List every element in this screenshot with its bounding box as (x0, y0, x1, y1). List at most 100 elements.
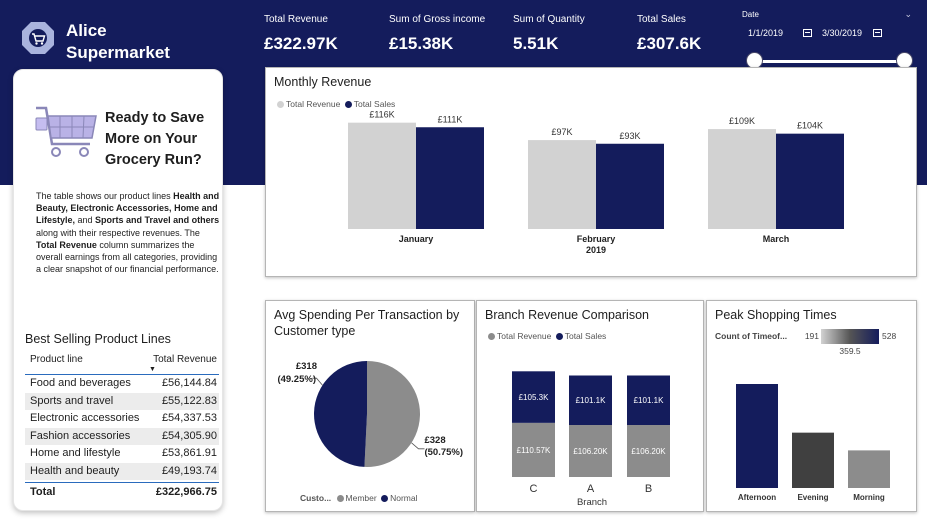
start-date-input[interactable]: 1/1/2019 (748, 28, 784, 38)
bar-total-sales[interactable] (596, 143, 664, 229)
table-body: Food and beverages £56,144.84 Sports and t… (25, 375, 219, 480)
legend-item[interactable]: Total Revenue (286, 99, 341, 109)
revenue-cell: £49,193.74 (161, 464, 217, 477)
category-label: Morning (853, 493, 885, 502)
brand-name: Alice Supermarket (66, 20, 170, 64)
sort-desc-icon: ▼ (149, 366, 156, 373)
table-row[interactable]: Home and lifestyle £53,861.91 (25, 445, 219, 463)
legend-item[interactable]: Total Sales (564, 331, 607, 341)
pie-slice-normal[interactable] (314, 361, 367, 467)
legend-item[interactable]: Member (345, 493, 377, 503)
bar-total-revenue[interactable] (708, 129, 776, 229)
data-label: £93K (619, 131, 640, 141)
legend-dot-icon (277, 101, 284, 108)
pie-slice-member[interactable] (364, 361, 421, 467)
info-card: Ready to Save More on Your Grocery Run? … (13, 69, 223, 511)
data-label: £105.3K (519, 393, 549, 402)
table-row[interactable]: Fashion accessories £54,305.90 (25, 427, 219, 445)
legend-dot-icon (381, 495, 389, 502)
promo-text-part: and (75, 215, 96, 226)
table-header: Product line ▼ Total Revenue (25, 351, 219, 375)
bar-segment-total-sales[interactable] (627, 375, 670, 425)
bar-total-sales[interactable] (416, 127, 484, 229)
leader-line (411, 442, 425, 450)
data-label: £109K (729, 116, 755, 126)
peak-shopping-panel: Peak Shopping Times Count of Timeof... 19… (706, 300, 917, 512)
column-header-product-line[interactable]: Product line (30, 354, 83, 365)
legend-title: Custo... (300, 493, 332, 503)
data-label: £101.1K (634, 396, 664, 405)
chevron-down-icon[interactable]: ⌄ (904, 9, 912, 19)
revenue-cell: £56,144.84 (161, 377, 217, 389)
table-row[interactable]: Sports and travel £55,122.83 (25, 392, 219, 410)
product-line-cell: Health and beauty (30, 464, 120, 477)
slice-percent: (50.75%) (424, 447, 463, 458)
legend-item[interactable]: Total Revenue (497, 331, 552, 341)
legend-dot-icon (555, 333, 563, 340)
slice-percent: (49.25%) (277, 374, 316, 385)
legend-dot-icon (336, 495, 344, 502)
avg-spending-pie-chart: £328(50.75%) £318 (49.25%) (277, 361, 463, 467)
calendar-icon[interactable] (873, 29, 882, 37)
slice-label: £318 (296, 361, 317, 372)
calendar-icon[interactable] (803, 29, 812, 37)
date-slider-track[interactable] (754, 60, 904, 63)
bar-segment-total-sales[interactable] (512, 371, 555, 423)
bar-total-revenue[interactable] (528, 140, 596, 229)
kpi-label: Sum of Quantity (513, 14, 585, 25)
branch-revenue-panel: Branch Revenue Comparison Total Revenue … (476, 300, 704, 512)
revenue-cell: £54,337.53 (161, 412, 217, 424)
kpi-gross-income: Sum of Gross income £15.38K (389, 14, 485, 54)
data-label: £104K (797, 121, 823, 131)
category-label: March (763, 234, 790, 244)
promo-text-part: The table shows our product lines (36, 191, 174, 201)
product-line-cell: Electronic accessories (30, 412, 140, 424)
table-row[interactable]: Electronic accessories £54,337.53 (25, 410, 219, 428)
bar-total-sales[interactable] (776, 133, 844, 229)
bar-evening[interactable] (792, 432, 834, 488)
chart-legend: Custo... Member Normal (300, 493, 418, 503)
bar-afternoon[interactable] (736, 384, 778, 488)
bar-total-revenue[interactable] (348, 122, 416, 229)
color-scale-bar (821, 329, 879, 344)
promo-text-part: column summarizes the overall earnings f… (36, 239, 219, 275)
legend-item[interactable]: Total Sales (353, 99, 396, 109)
kpi-total-sales: Total Sales £307.6K (637, 14, 701, 54)
kpi-value: 5.51K (513, 34, 559, 53)
table-row[interactable]: Food and beverages £56,144.84 (25, 375, 219, 393)
kpi-label: Sum of Gross income (389, 14, 486, 25)
shopping-cart-icon (35, 106, 97, 157)
bar-segment-total-revenue[interactable] (512, 422, 555, 477)
revenue-cell: £55,122.83 (161, 394, 217, 407)
category-sublabel: 2019 (586, 245, 606, 255)
total-label: Total (30, 486, 56, 498)
product-line-cell: Sports and travel (30, 394, 114, 407)
column-header-total-revenue[interactable]: Total Revenue (153, 354, 217, 365)
category-label: A (587, 483, 595, 495)
end-date-input[interactable]: 3/30/2019 (822, 28, 863, 38)
chart-legend: Total Revenue Total Sales (488, 331, 606, 341)
table-total-row: Total £322,966.75 (25, 482, 219, 500)
promo-text-part: Total Revenue (36, 239, 97, 250)
product-table-title: Best Selling Product Lines (25, 332, 171, 346)
revenue-cell: £54,305.90 (161, 429, 217, 442)
axis-title: Branch (577, 497, 607, 508)
product-line-cell: Fashion accessories (30, 429, 131, 442)
bar-morning[interactable] (848, 450, 890, 488)
legend-title: Count of Timeof... (715, 331, 787, 341)
legend-dot-icon (488, 333, 495, 340)
supermarket-logo-icon (22, 22, 54, 54)
brand-name-line1: Alice (66, 21, 107, 40)
data-label: £116K (369, 110, 394, 120)
bar-segment-total-revenue[interactable] (569, 425, 612, 477)
monthly-revenue-panel: Monthly Revenue Total Revenue Total Sale… (265, 67, 917, 277)
data-label: £110.57K (517, 446, 551, 455)
chart-title: Monthly Revenue (274, 75, 372, 89)
product-line-cell: Food and beverages (30, 377, 131, 389)
table-row[interactable]: Health and beauty £49,193.74 (25, 462, 219, 480)
legend-item[interactable]: Normal (390, 493, 418, 503)
revenue-cell: £53,861.91 (161, 447, 217, 459)
bar-segment-total-sales[interactable] (569, 375, 612, 425)
bar-segment-total-revenue[interactable] (627, 425, 670, 477)
